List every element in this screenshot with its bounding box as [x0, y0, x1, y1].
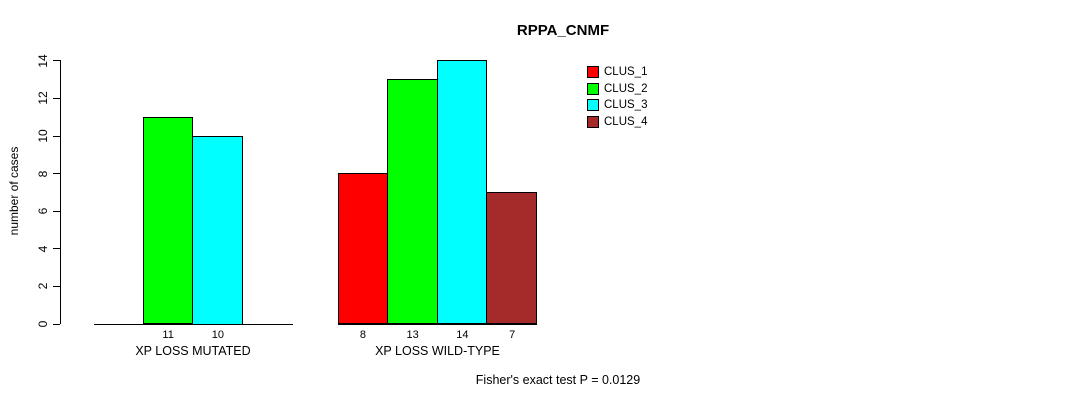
legend-label: CLUS_1 [604, 66, 648, 79]
y-axis-tick [53, 173, 60, 175]
bar-value-label: 13 [406, 328, 419, 341]
legend-item-clus_2: CLUS_2 [587, 81, 647, 98]
y-axis-tick-label: 4 [36, 245, 50, 253]
bar-value-label: 10 [211, 328, 224, 341]
y-axis-tick-label: 12 [36, 91, 50, 106]
legend-label: CLUS_3 [604, 99, 648, 112]
bar-value-label: 11 [162, 328, 174, 341]
legend-item-clus_1: CLUS_1 [587, 64, 647, 81]
legend-swatch-clus_2 [587, 82, 599, 95]
bar-value-label: 14 [456, 328, 469, 341]
y-axis-tick [53, 248, 60, 250]
y-axis-tick-label: 8 [36, 170, 50, 177]
y-axis-tick [53, 97, 60, 99]
legend-item-clus_3: CLUS_3 [587, 97, 647, 114]
bar-value-label: 8 [359, 328, 366, 341]
y-axis-tick-label: 2 [36, 283, 50, 290]
y-axis-tick [53, 135, 60, 137]
y-axis-line [60, 60, 61, 325]
bar-clus_1 [338, 173, 388, 325]
group-label: XP LOSS MUTATED [135, 343, 251, 358]
y-axis-tick [53, 60, 60, 62]
fisher-test-annotation: Fisher's exact test P = 0.0129 [475, 373, 641, 387]
legend-label: CLUS_2 [604, 82, 648, 95]
bar-value-label: 7 [509, 328, 516, 341]
y-axis-tick-label: 14 [36, 54, 50, 68]
y-axis-tick-label: 6 [36, 207, 50, 215]
y-axis-label: number of cases [7, 146, 21, 236]
legend-swatch-clus_3 [587, 99, 599, 112]
bar-clus_3 [436, 60, 488, 325]
legend-swatch-clus_1 [587, 66, 599, 79]
y-axis-tick [53, 285, 60, 287]
y-axis-tick [53, 323, 60, 325]
bar-clus_2 [143, 116, 193, 325]
y-axis-tick-label: 0 [36, 320, 50, 328]
y-axis-tick [53, 210, 60, 212]
legend: CLUS_1 CLUS_2 CLUS_3 CLUS_4 [587, 64, 647, 130]
chart-title: RPPA_CNMF [516, 22, 610, 39]
bar-clus_3 [192, 135, 243, 325]
group-label: XP LOSS WILD-TYPE [375, 343, 500, 358]
legend-swatch-clus_4 [587, 116, 599, 129]
legend-item-clus_4: CLUS_4 [587, 114, 647, 131]
legend-label: CLUS_4 [604, 116, 648, 129]
bar-clus_2 [386, 79, 438, 325]
y-axis-tick-label: 10 [36, 129, 50, 143]
bar-clus_4 [486, 191, 537, 325]
